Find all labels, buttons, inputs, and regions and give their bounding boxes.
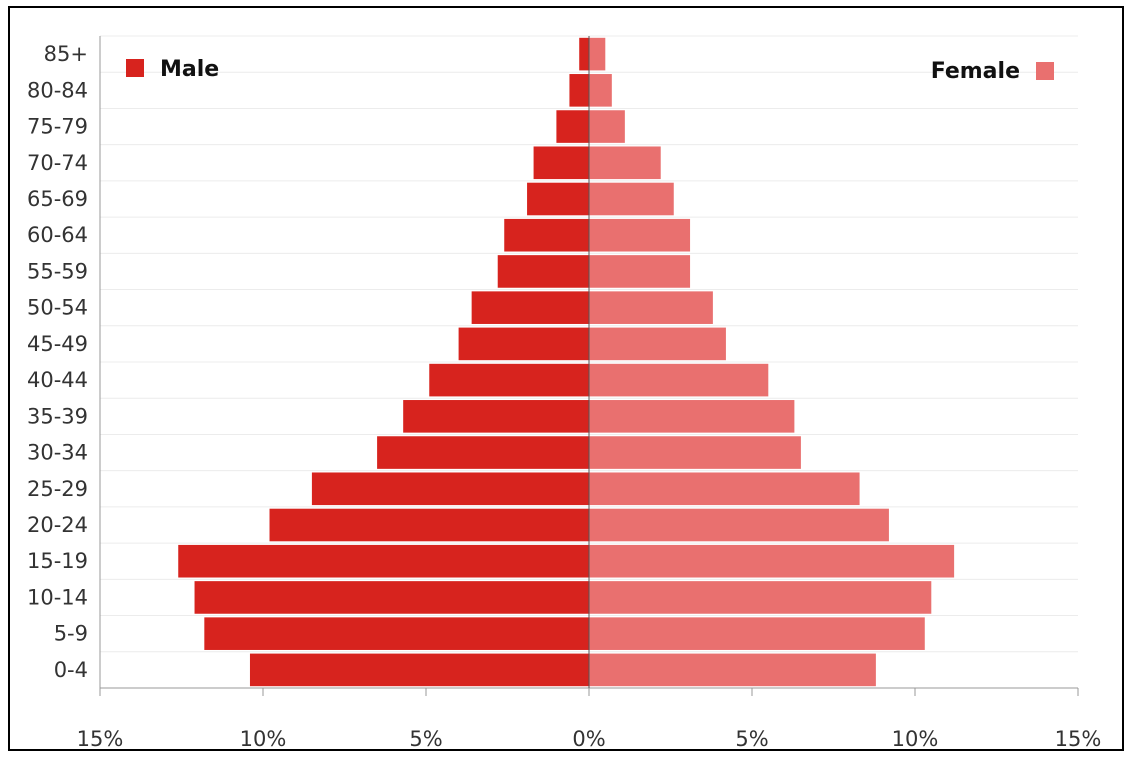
bar-male-25-29 [311,472,589,506]
bar-male-55-59 [497,255,589,288]
bar-female-15-19 [589,544,955,578]
y-tick-label: 85+ [44,42,88,66]
y-tick-label: 30-34 [27,441,88,465]
bar-female-30-34 [589,436,801,469]
bar-female-70-74 [589,146,661,180]
x-tick-label: 10% [892,727,939,751]
bar-male-30-34 [377,436,589,469]
bar-female-55-59 [589,255,691,288]
y-tick-label: 75-79 [27,115,88,139]
y-tick-label: 15-19 [27,549,88,573]
bar-female-50-54 [589,291,713,324]
bar-female-60-64 [589,218,691,252]
bar-male-20-24 [269,508,589,542]
legend-label-female: Female [931,59,1020,84]
bar-female-25-29 [589,472,860,506]
y-tick-label: 70-74 [27,151,88,175]
bar-male-50-54 [471,291,589,324]
bar-female-80-84 [589,74,612,107]
x-tick-label: 5% [409,727,442,751]
y-tick-label: 35-39 [27,404,88,428]
y-tick-label: 55-59 [27,259,88,283]
bar-female-40-44 [589,363,769,397]
axes [99,36,1079,696]
bar-female-20-24 [589,508,889,542]
bar-male-65-69 [527,182,589,216]
bar-male-15-19 [178,544,590,578]
bar-male-10-14 [194,581,590,614]
legend-label-male: Male [160,57,219,82]
y-tick-label: 0-4 [54,658,88,682]
bar-male-0-4 [249,653,589,687]
y-tick-labels: 0-4 5-9 10-14 15-19 20-24 25-29 30-34 35-39 40-4… [27,42,88,682]
y-tick-label: 45-49 [27,332,88,356]
bar-female-85+ [589,37,606,71]
bar-female-5-9 [589,617,925,650]
bar-male-85+ [579,37,589,71]
bar-female-0-4 [589,653,876,687]
y-tick-label: 40-44 [27,368,88,392]
bar-female-75-79 [589,110,625,143]
bar-male-45-49 [458,327,589,361]
bar-female-65-69 [589,182,674,216]
x-tick-label: 10% [240,727,287,751]
bars [178,37,955,687]
y-tick-label: 20-24 [27,513,88,537]
bar-female-10-14 [589,581,932,614]
bar-female-45-49 [589,327,726,361]
bar-male-5-9 [204,617,589,650]
y-tick-label: 60-64 [27,223,88,247]
y-tick-label: 65-69 [27,187,88,211]
legend-swatch-male [126,59,144,77]
bar-male-80-84 [569,74,589,107]
legend: Male Female [126,57,1054,84]
y-tick-label: 80-84 [27,78,88,102]
x-tick-label: 5% [735,727,768,751]
x-tick-label: 0% [572,727,605,751]
x-tick-labels: 15% 10% 5% 0% 5% 10% 15% [77,727,1102,751]
x-tick-label: 15% [77,727,124,751]
legend-swatch-female [1036,62,1054,80]
bar-male-70-74 [533,146,589,180]
bar-female-35-39 [589,400,795,433]
bar-male-60-64 [504,218,589,252]
y-tick-label: 10-14 [27,585,88,609]
bar-male-75-79 [556,110,589,143]
y-tick-label: 25-29 [27,477,88,501]
y-tick-label: 5-9 [54,622,88,646]
bar-male-40-44 [429,363,589,397]
x-tick-label: 15% [1055,727,1102,751]
bar-male-35-39 [403,400,589,433]
y-tick-label: 50-54 [27,296,88,320]
